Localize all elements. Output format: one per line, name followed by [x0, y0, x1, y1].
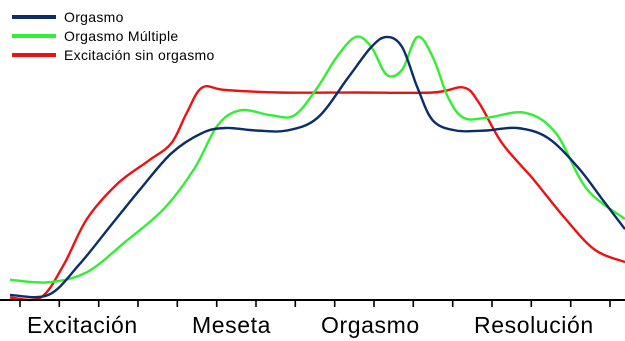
legend-swatch-orgasmo-multiple: [12, 33, 56, 38]
legend-swatch-orgasmo: [12, 14, 56, 19]
legend-item-orgasmo: Orgasmo: [12, 7, 215, 26]
series-line-0: [9, 35, 625, 299]
legend-label-orgasmo-multiple: Orgasmo Múltiple: [64, 27, 179, 44]
x-category-orgasmo: Orgasmo: [321, 312, 420, 338]
series-line-1: [9, 35, 625, 284]
x-category-meseta: Meseta: [192, 312, 272, 338]
legend-label-orgasmo: Orgasmo: [64, 8, 124, 25]
legend-item-orgasmo-multiple: Orgasmo Múltiple: [12, 26, 215, 45]
x-category-resolucion: Resolución: [474, 312, 594, 338]
x-axis-category-labels: Excitación Meseta Orgasmo Resolución: [0, 312, 625, 340]
chart-legend: Orgasmo Orgasmo Múltiple Excitación sin …: [12, 7, 215, 64]
series-line-2: [9, 84, 625, 302]
legend-label-excitacion-sin-orgasmo: Excitación sin orgasmo: [64, 46, 215, 63]
x-category-excitacion: Excitación: [27, 312, 138, 338]
legend-swatch-excitacion-sin-orgasmo: [12, 52, 56, 57]
legend-item-excitacion-sin-orgasmo: Excitación sin orgasmo: [12, 45, 215, 64]
